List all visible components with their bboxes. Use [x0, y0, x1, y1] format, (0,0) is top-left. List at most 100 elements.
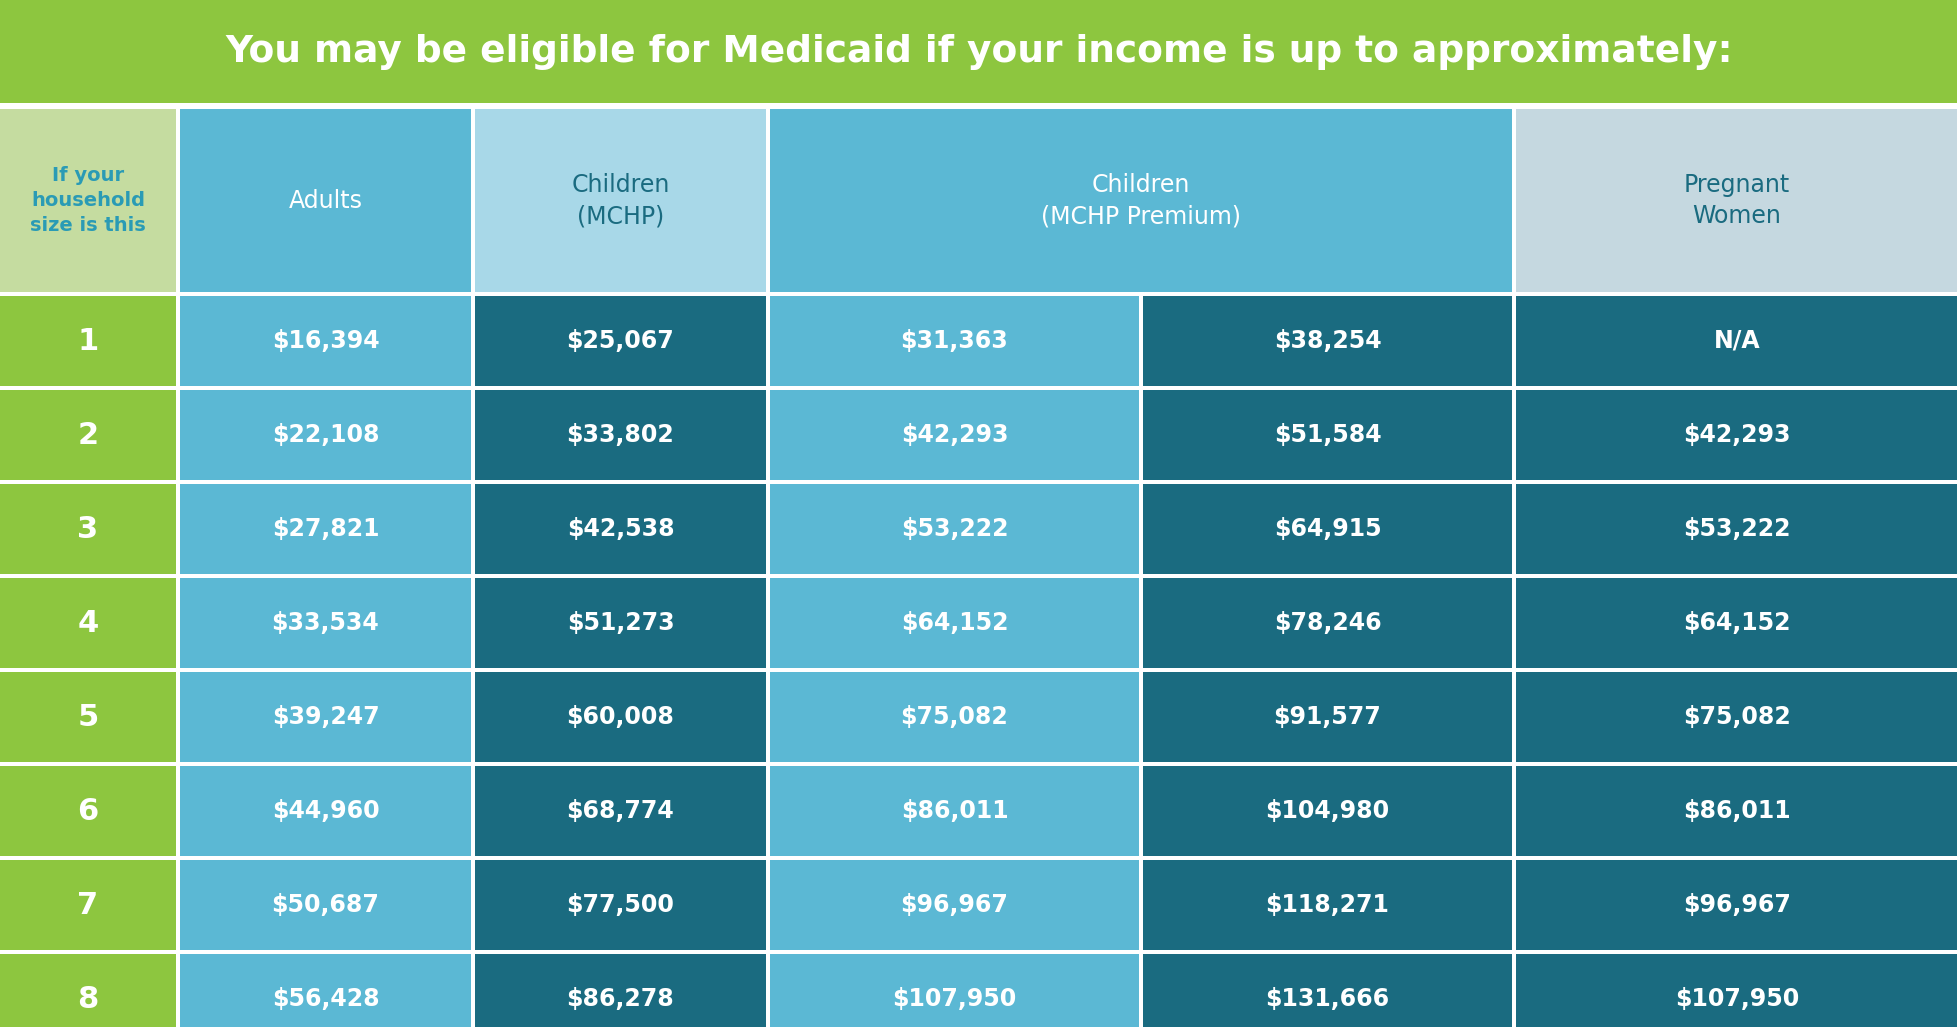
Bar: [180, 578, 472, 668]
Text: $107,950: $107,950: [1673, 987, 1798, 1011]
Text: $53,222: $53,222: [1683, 517, 1791, 541]
Bar: [769, 578, 1139, 668]
Bar: [1515, 578, 1957, 668]
Text: $75,082: $75,082: [1683, 705, 1791, 729]
Bar: [476, 672, 765, 762]
Text: $96,967: $96,967: [1683, 893, 1791, 917]
Text: 3: 3: [78, 515, 98, 543]
Text: 2: 2: [78, 420, 98, 450]
Text: $96,967: $96,967: [900, 893, 1008, 917]
Bar: [180, 766, 472, 855]
Bar: [1515, 954, 1957, 1027]
Bar: [769, 484, 1139, 574]
Text: $86,011: $86,011: [1683, 799, 1791, 823]
Text: $27,821: $27,821: [272, 517, 380, 541]
Bar: [476, 578, 765, 668]
Text: Children
(MCHP): Children (MCHP): [571, 173, 669, 228]
Bar: [0, 109, 176, 292]
Text: $107,950: $107,950: [892, 987, 1016, 1011]
Bar: [0, 296, 176, 386]
Text: $75,082: $75,082: [900, 705, 1008, 729]
Bar: [1515, 390, 1957, 480]
Bar: [180, 954, 472, 1027]
Bar: [1143, 954, 1511, 1027]
Text: $64,152: $64,152: [900, 611, 1008, 635]
Text: $33,534: $33,534: [272, 611, 380, 635]
Bar: [0, 390, 176, 480]
Bar: [476, 860, 765, 950]
Text: $25,067: $25,067: [566, 329, 673, 353]
Bar: [0, 484, 176, 574]
Bar: [769, 109, 1511, 292]
Text: $91,577: $91,577: [1272, 705, 1382, 729]
Bar: [769, 390, 1139, 480]
Bar: [0, 0, 1957, 103]
Bar: [476, 766, 765, 855]
Bar: [769, 954, 1139, 1027]
Text: $104,980: $104,980: [1264, 799, 1389, 823]
Bar: [476, 390, 765, 480]
Bar: [769, 672, 1139, 762]
Text: You may be eligible for Medicaid if your income is up to approximately:: You may be eligible for Medicaid if your…: [225, 34, 1732, 70]
Bar: [0, 103, 1957, 109]
Text: $68,774: $68,774: [566, 799, 673, 823]
Text: If your
household
size is this: If your household size is this: [29, 166, 147, 235]
Bar: [0, 766, 176, 855]
Text: $50,687: $50,687: [272, 893, 380, 917]
Text: $56,428: $56,428: [272, 987, 380, 1011]
Bar: [0, 672, 176, 762]
Bar: [1143, 390, 1511, 480]
Text: Pregnant
Women: Pregnant Women: [1683, 173, 1789, 228]
Text: $16,394: $16,394: [272, 329, 380, 353]
Text: $33,802: $33,802: [566, 423, 673, 447]
Text: $118,271: $118,271: [1264, 893, 1389, 917]
Bar: [180, 109, 472, 292]
Text: N/A: N/A: [1712, 329, 1759, 353]
Text: Children
(MCHP Premium): Children (MCHP Premium): [1041, 173, 1241, 228]
Bar: [1143, 672, 1511, 762]
Text: $78,246: $78,246: [1274, 611, 1380, 635]
Text: $131,666: $131,666: [1264, 987, 1389, 1011]
Text: $64,915: $64,915: [1274, 517, 1380, 541]
Text: 6: 6: [78, 797, 98, 826]
Text: $60,008: $60,008: [566, 705, 673, 729]
Bar: [180, 296, 472, 386]
Text: $44,960: $44,960: [272, 799, 380, 823]
Text: $51,273: $51,273: [566, 611, 673, 635]
Bar: [0, 860, 176, 950]
Text: $22,108: $22,108: [272, 423, 380, 447]
Bar: [1143, 860, 1511, 950]
Bar: [180, 390, 472, 480]
Text: $77,500: $77,500: [566, 893, 673, 917]
Bar: [180, 672, 472, 762]
Text: $53,222: $53,222: [900, 517, 1008, 541]
Bar: [1515, 296, 1957, 386]
Bar: [476, 296, 765, 386]
Text: 8: 8: [78, 985, 98, 1014]
Text: $39,247: $39,247: [272, 705, 380, 729]
Text: $42,293: $42,293: [900, 423, 1008, 447]
Text: $38,254: $38,254: [1274, 329, 1380, 353]
Bar: [769, 860, 1139, 950]
Bar: [769, 296, 1139, 386]
Bar: [180, 860, 472, 950]
Bar: [476, 954, 765, 1027]
Bar: [1515, 672, 1957, 762]
Bar: [769, 766, 1139, 855]
Text: 7: 7: [78, 890, 98, 919]
Bar: [0, 954, 176, 1027]
Bar: [1515, 109, 1957, 292]
Bar: [1143, 296, 1511, 386]
Text: $42,538: $42,538: [566, 517, 673, 541]
Bar: [1143, 578, 1511, 668]
Bar: [180, 484, 472, 574]
Bar: [1143, 484, 1511, 574]
Bar: [0, 578, 176, 668]
Bar: [1515, 484, 1957, 574]
Bar: [476, 109, 765, 292]
Text: 4: 4: [78, 609, 98, 638]
Bar: [1515, 860, 1957, 950]
Bar: [1515, 766, 1957, 855]
Text: $64,152: $64,152: [1683, 611, 1791, 635]
Text: $51,584: $51,584: [1274, 423, 1380, 447]
